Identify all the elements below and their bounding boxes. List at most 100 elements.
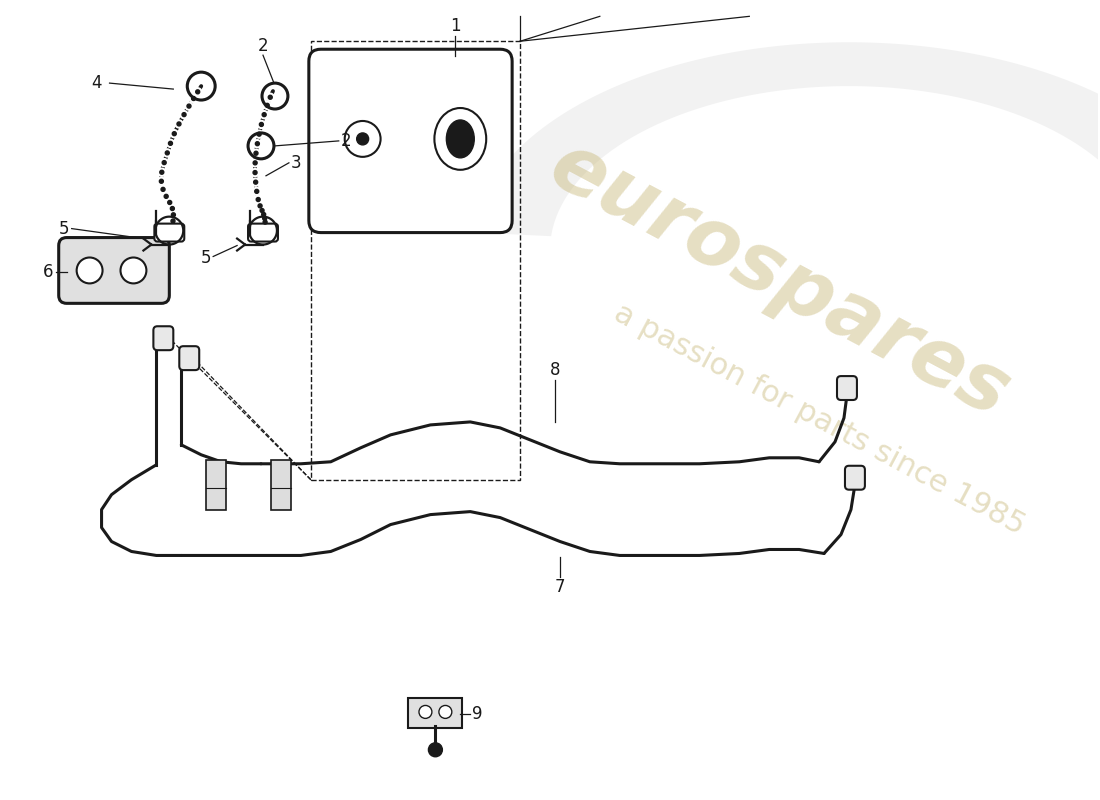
- Circle shape: [196, 90, 200, 94]
- Circle shape: [261, 214, 268, 222]
- Circle shape: [257, 132, 261, 136]
- Text: 7: 7: [554, 578, 565, 596]
- Circle shape: [265, 103, 269, 107]
- Text: a passion for parts since 1985: a passion for parts since 1985: [608, 299, 1030, 541]
- Circle shape: [168, 142, 173, 146]
- Circle shape: [167, 201, 172, 205]
- FancyBboxPatch shape: [837, 376, 857, 400]
- FancyBboxPatch shape: [154, 224, 185, 242]
- Circle shape: [255, 142, 260, 146]
- Text: 1: 1: [450, 18, 461, 35]
- Circle shape: [258, 206, 266, 214]
- Circle shape: [166, 198, 174, 206]
- Circle shape: [356, 133, 369, 145]
- Circle shape: [256, 198, 261, 202]
- Text: 4: 4: [91, 74, 102, 92]
- Circle shape: [161, 187, 165, 191]
- Circle shape: [157, 168, 166, 176]
- Circle shape: [252, 150, 260, 158]
- Circle shape: [162, 192, 170, 200]
- Circle shape: [428, 743, 442, 757]
- Circle shape: [183, 113, 186, 117]
- Text: 5: 5: [200, 250, 211, 267]
- Circle shape: [254, 180, 257, 184]
- Circle shape: [260, 122, 263, 126]
- Circle shape: [266, 94, 274, 102]
- Circle shape: [173, 132, 176, 136]
- Circle shape: [260, 209, 264, 213]
- FancyBboxPatch shape: [153, 326, 174, 350]
- FancyBboxPatch shape: [249, 224, 278, 242]
- Circle shape: [263, 220, 267, 224]
- Text: 6: 6: [43, 263, 54, 282]
- Circle shape: [419, 706, 432, 718]
- FancyBboxPatch shape: [58, 238, 169, 303]
- Circle shape: [253, 170, 257, 174]
- FancyBboxPatch shape: [408, 698, 462, 728]
- Polygon shape: [472, 42, 1100, 236]
- Circle shape: [256, 202, 264, 210]
- Circle shape: [164, 194, 168, 198]
- Text: 8: 8: [550, 361, 560, 379]
- Circle shape: [252, 178, 260, 186]
- Circle shape: [268, 95, 272, 99]
- Circle shape: [255, 190, 258, 194]
- Circle shape: [263, 216, 266, 220]
- Circle shape: [439, 706, 452, 718]
- Circle shape: [253, 140, 262, 148]
- Circle shape: [260, 210, 267, 218]
- Circle shape: [251, 159, 260, 167]
- Circle shape: [170, 219, 175, 223]
- FancyBboxPatch shape: [845, 466, 865, 490]
- FancyBboxPatch shape: [309, 50, 513, 233]
- Text: eurospares: eurospares: [536, 126, 1022, 434]
- Circle shape: [258, 204, 262, 208]
- Circle shape: [160, 179, 164, 183]
- Circle shape: [191, 97, 196, 101]
- Circle shape: [187, 104, 191, 108]
- Circle shape: [175, 120, 183, 128]
- Circle shape: [180, 110, 188, 118]
- Text: 2: 2: [341, 132, 351, 150]
- Circle shape: [172, 213, 175, 217]
- Bar: [206, 460, 227, 510]
- Text: 5: 5: [59, 219, 69, 238]
- Circle shape: [121, 258, 146, 283]
- Circle shape: [263, 102, 272, 110]
- Circle shape: [157, 178, 165, 186]
- Circle shape: [251, 169, 258, 177]
- Circle shape: [262, 213, 266, 217]
- Circle shape: [257, 121, 265, 129]
- Circle shape: [160, 170, 164, 174]
- Circle shape: [160, 186, 167, 194]
- Circle shape: [170, 206, 174, 210]
- Circle shape: [165, 151, 169, 155]
- Circle shape: [161, 158, 168, 166]
- Circle shape: [194, 88, 201, 96]
- Circle shape: [189, 94, 198, 102]
- Circle shape: [261, 218, 270, 226]
- Circle shape: [253, 187, 261, 195]
- Text: 3: 3: [290, 154, 301, 172]
- Circle shape: [169, 217, 177, 225]
- Bar: [311, 42, 520, 480]
- Circle shape: [254, 195, 262, 203]
- Bar: [271, 460, 290, 510]
- Text: 9: 9: [472, 705, 483, 723]
- Circle shape: [162, 161, 166, 165]
- Circle shape: [169, 211, 177, 218]
- Text: 2: 2: [257, 38, 268, 55]
- Circle shape: [77, 258, 102, 283]
- Circle shape: [168, 205, 176, 213]
- Circle shape: [185, 102, 192, 110]
- Circle shape: [166, 139, 175, 147]
- FancyBboxPatch shape: [179, 346, 199, 370]
- Circle shape: [170, 130, 178, 138]
- Circle shape: [254, 151, 258, 155]
- Circle shape: [163, 149, 172, 157]
- Circle shape: [261, 110, 268, 118]
- Circle shape: [177, 122, 182, 126]
- Circle shape: [253, 161, 257, 165]
- Circle shape: [262, 113, 266, 117]
- Ellipse shape: [447, 120, 474, 158]
